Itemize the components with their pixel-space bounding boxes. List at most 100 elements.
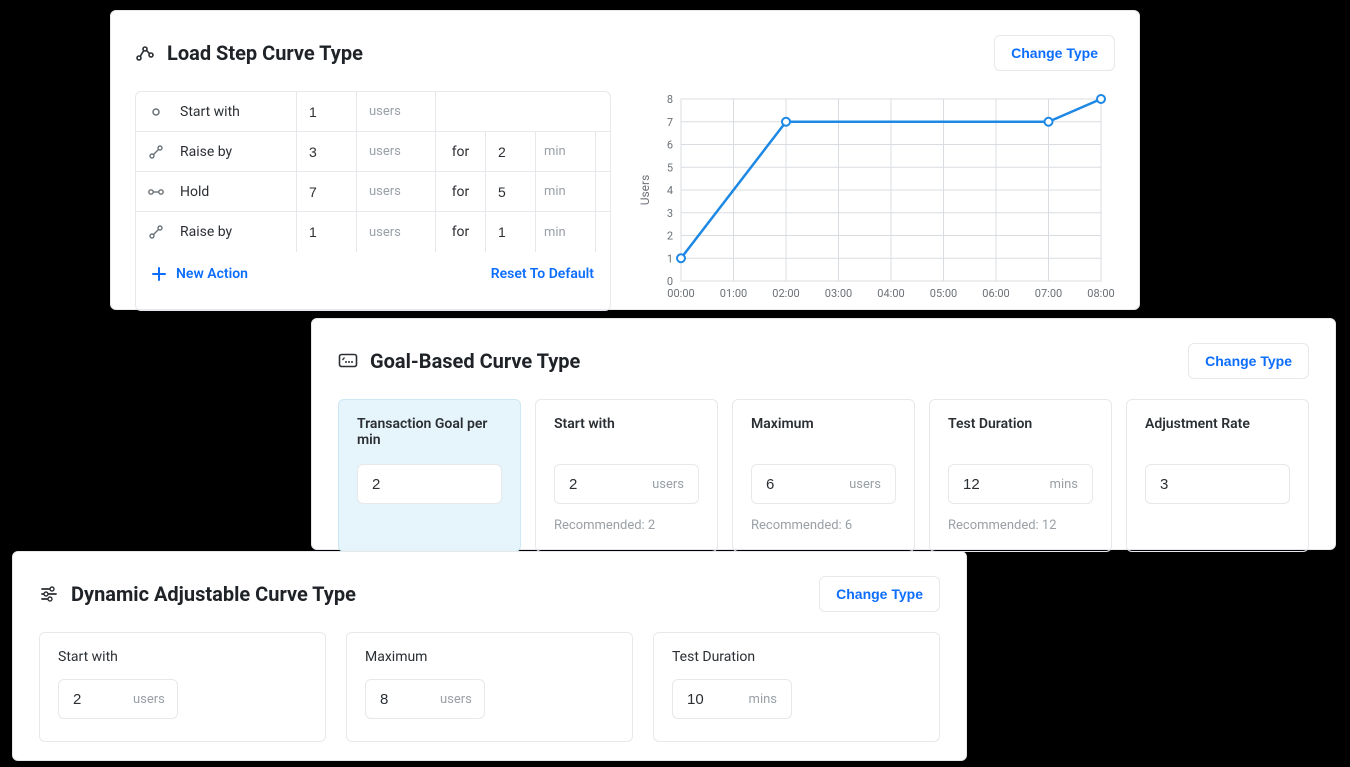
dynamic-max-input[interactable]: [380, 691, 440, 708]
dynamic-header: Dynamic Adjustable Curve Type Change Typ…: [39, 576, 940, 612]
step-row: Start with users: [136, 92, 610, 132]
load-step-panel: Load Step Curve Type Change Type Start w…: [110, 10, 1140, 310]
for-label: for: [436, 132, 486, 171]
goal-card-max: Maximum users Recommended: 6: [732, 399, 915, 552]
change-type-button[interactable]: Change Type: [819, 576, 940, 612]
new-action-label: New Action: [176, 266, 248, 282]
step-unit: users: [356, 172, 436, 211]
svg-text:06:00: 06:00: [982, 287, 1009, 300]
dynamic-cards-row: Start with users Maximum users Test Duration…: [39, 632, 940, 742]
dynamic-panel: Dynamic Adjustable Curve Type Change Typ…: [12, 551, 967, 761]
step-value-input[interactable]: [309, 184, 349, 200]
load-step-body: Start withusersRaise byusersforminHoldus…: [135, 91, 1115, 311]
step-value-input[interactable]: [309, 104, 349, 120]
title-group: Load Step Curve Type: [135, 41, 363, 65]
svg-text:02:00: 02:00: [772, 287, 799, 300]
dynamic-card-label: Start with: [58, 649, 307, 665]
goal-card-label: Start with: [554, 416, 699, 450]
goal-icon: [338, 351, 358, 371]
svg-text:Users: Users: [638, 175, 652, 206]
goal-duration-input[interactable]: [963, 476, 1023, 493]
step-row: Holdusersformin: [136, 172, 610, 212]
users-chart: 01234567800:0001:0002:0003:0004:0005:000…: [635, 91, 1115, 311]
start-icon: [136, 105, 176, 119]
goal-recommended: Recommended: 12: [948, 518, 1093, 533]
goal-input-box: users: [554, 464, 699, 504]
dynamic-card-max: Maximum users: [346, 632, 633, 742]
goal-recommended: Recommended: 2: [554, 518, 699, 533]
goal-input-box: mins: [948, 464, 1093, 504]
goal-card-label: Transaction Goal per min: [357, 416, 502, 450]
goal-card-start: Start with users Recommended: 2: [535, 399, 718, 552]
step-duration-unit: min: [536, 132, 596, 171]
goal-max-input[interactable]: [766, 476, 826, 493]
goal-input-box: users: [751, 464, 896, 504]
step-label: Start with: [176, 104, 296, 120]
svg-text:01:00: 01:00: [720, 287, 747, 300]
svg-text:5: 5: [667, 161, 673, 174]
dynamic-input-box: users: [365, 679, 485, 719]
step-duration-unit: min: [536, 212, 596, 252]
load-step-icon: [135, 43, 155, 63]
goal-header: Goal-Based Curve Type Change Type: [338, 343, 1309, 379]
hold-icon: [136, 187, 176, 197]
svg-text:05:00: 05:00: [930, 287, 957, 300]
step-duration-input[interactable]: [498, 224, 528, 240]
goal-card-label: Test Duration: [948, 416, 1093, 450]
svg-text:8: 8: [667, 93, 673, 106]
svg-text:03:00: 03:00: [825, 287, 852, 300]
goal-input-box: [357, 464, 502, 504]
dynamic-input-box: users: [58, 679, 178, 719]
dynamic-start-input[interactable]: [73, 691, 133, 708]
goal-unit: mins: [1050, 477, 1078, 492]
svg-text:6: 6: [667, 139, 673, 152]
goal-adj-input[interactable]: [1160, 476, 1220, 493]
step-row: Raise byusersformin: [136, 212, 610, 252]
step-value-input[interactable]: [309, 144, 349, 160]
dynamic-input-box: mins: [672, 679, 792, 719]
goal-start-input[interactable]: [569, 476, 629, 493]
svg-text:3: 3: [667, 207, 673, 220]
step-value-input[interactable]: [309, 224, 349, 240]
change-type-button[interactable]: Change Type: [1188, 343, 1309, 379]
svg-text:1: 1: [667, 252, 673, 265]
goal-card-label: Adjustment Rate: [1145, 416, 1290, 450]
step-table: Start withusersRaise byusersforminHoldus…: [135, 91, 611, 311]
dynamic-duration-input[interactable]: [687, 691, 747, 708]
goal-txn-input[interactable]: [372, 476, 432, 493]
raise-icon: [136, 224, 176, 240]
goal-recommended: Recommended: 6: [751, 518, 896, 533]
raise-icon: [136, 144, 176, 160]
svg-text:04:00: 04:00: [877, 287, 904, 300]
svg-text:7: 7: [667, 116, 673, 129]
step-duration-input[interactable]: [498, 144, 528, 160]
title-group: Goal-Based Curve Type: [338, 349, 580, 373]
step-label: Hold: [176, 184, 296, 200]
change-type-button[interactable]: Change Type: [994, 35, 1115, 71]
dynamic-card-label: Maximum: [365, 649, 614, 665]
dynamic-unit: mins: [749, 692, 777, 707]
goal-title: Goal-Based Curve Type: [370, 349, 580, 373]
goal-input-box: [1145, 464, 1290, 504]
for-label: for: [436, 212, 486, 252]
dynamic-card-duration: Test Durationmins: [653, 632, 940, 742]
load-step-header: Load Step Curve Type Change Type: [135, 35, 1115, 71]
step-label: Raise by: [176, 144, 296, 160]
step-label: Raise by: [176, 224, 296, 240]
step-duration-input[interactable]: [498, 184, 528, 200]
step-unit: users: [356, 132, 436, 171]
dynamic-title: Dynamic Adjustable Curve Type: [71, 582, 356, 606]
svg-text:07:00: 07:00: [1035, 287, 1062, 300]
goal-unit: users: [849, 477, 881, 492]
goal-card-label: Maximum: [751, 416, 896, 450]
plus-icon: [152, 267, 166, 281]
dynamic-unit: users: [440, 692, 472, 707]
reset-default-button[interactable]: Reset To Default: [491, 266, 594, 282]
new-action-button[interactable]: New Action: [152, 266, 248, 282]
step-unit: users: [356, 92, 436, 131]
goal-based-panel: Goal-Based Curve Type Change Type Transa…: [311, 318, 1336, 550]
goal-card-adj: Adjustment Rate: [1126, 399, 1309, 552]
step-duration-unit: min: [536, 172, 596, 211]
goal-cards-row: Transaction Goal per min Start with users R…: [338, 399, 1309, 552]
goal-unit: users: [652, 477, 684, 492]
